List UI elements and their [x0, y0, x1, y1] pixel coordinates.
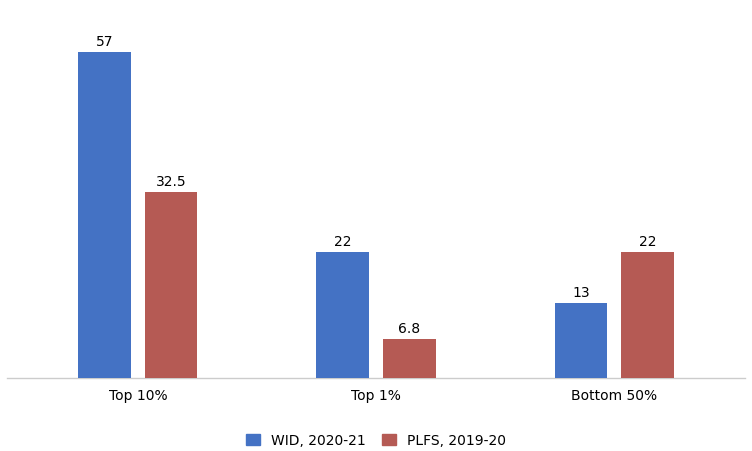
Legend: WID, 2020-21, PLFS, 2019-20: WID, 2020-21, PLFS, 2019-20 [246, 433, 506, 447]
Text: 22: 22 [638, 235, 656, 249]
Text: 6.8: 6.8 [399, 321, 420, 335]
Text: 57: 57 [96, 35, 114, 49]
Bar [78, 53, 131, 378]
Text: 22: 22 [334, 235, 351, 249]
Bar [145, 193, 198, 378]
Bar [317, 253, 369, 378]
Text: 32.5: 32.5 [156, 175, 186, 189]
Bar [383, 339, 435, 378]
Bar [621, 253, 674, 378]
Bar [554, 304, 607, 378]
Text: 13: 13 [572, 286, 590, 300]
